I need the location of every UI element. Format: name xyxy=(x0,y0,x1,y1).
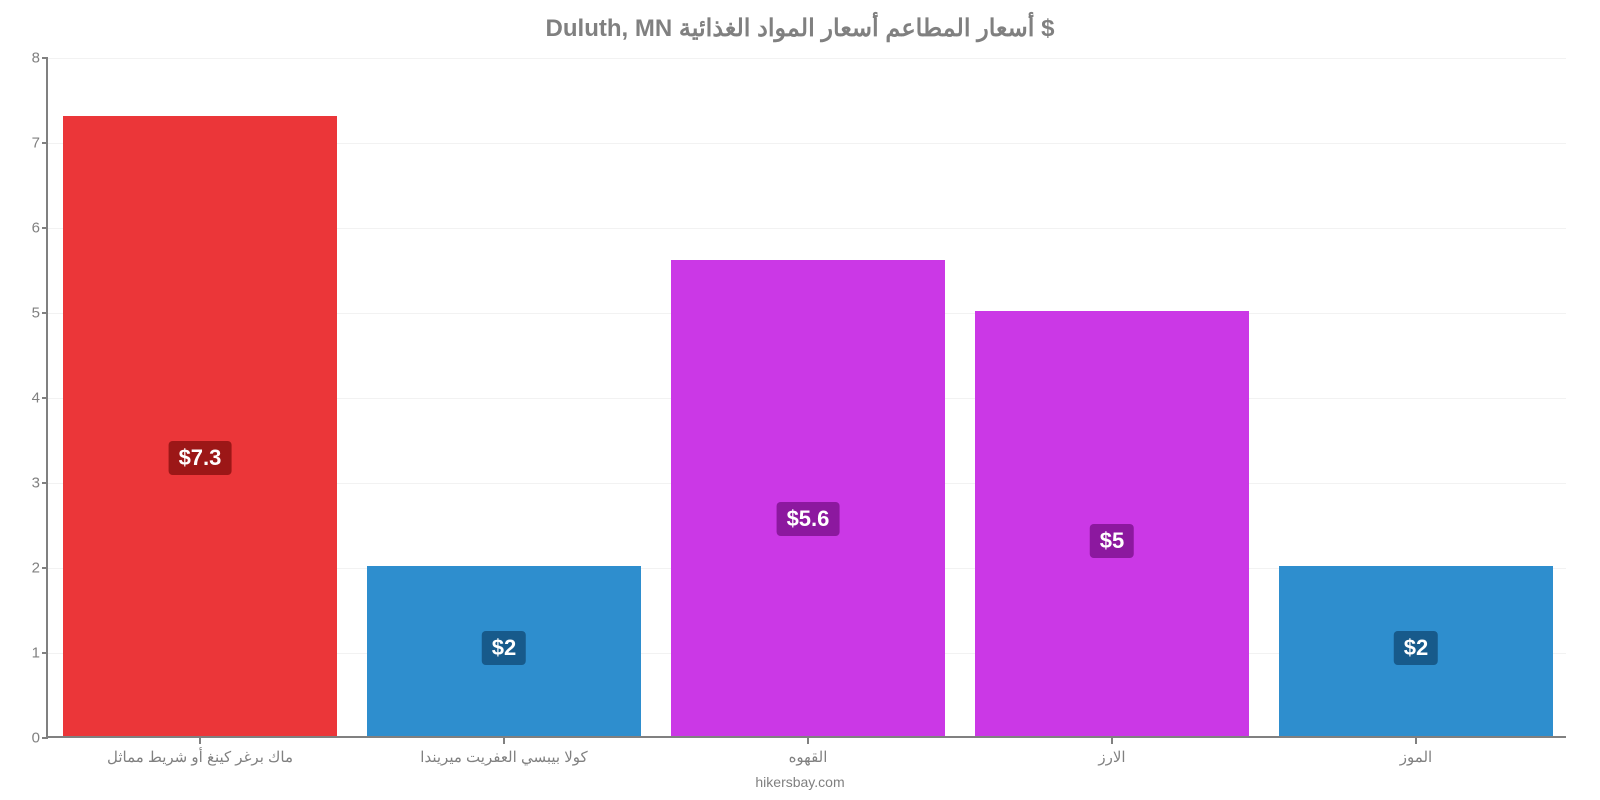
xtick-label: كولا بيبسي العفريت ميريندا xyxy=(420,748,587,766)
ytick-mark xyxy=(42,227,48,229)
xtick-mark xyxy=(1111,738,1113,744)
xtick-mark xyxy=(807,738,809,744)
ytick-label: 8 xyxy=(14,50,40,67)
bar: $7.3 xyxy=(63,116,337,737)
ytick-mark xyxy=(42,567,48,569)
bar-value-label: $5.6 xyxy=(777,502,840,536)
chart-title: $ أسعار المطاعم أسعار المواد الغذائية Du… xyxy=(0,14,1600,43)
plot-area: 012345678$7.3ماك برغر كينغ أو شريط مماثل… xyxy=(46,58,1566,738)
ytick-mark xyxy=(42,737,48,739)
xtick-label: ماك برغر كينغ أو شريط مماثل xyxy=(107,748,293,766)
bar: $2 xyxy=(1279,566,1553,736)
ytick-label: 1 xyxy=(14,645,40,662)
xtick-mark xyxy=(503,738,505,744)
xtick-mark xyxy=(199,738,201,744)
ytick-mark xyxy=(42,312,48,314)
ytick-label: 6 xyxy=(14,220,40,237)
ytick-label: 4 xyxy=(14,390,40,407)
bar: $5.6 xyxy=(671,260,945,736)
xtick-mark xyxy=(1415,738,1417,744)
bar-value-label: $5 xyxy=(1090,524,1134,558)
ytick-mark xyxy=(42,142,48,144)
bar-value-label: $7.3 xyxy=(169,441,232,475)
xtick-label: القهوه xyxy=(789,748,828,766)
ytick-mark xyxy=(42,397,48,399)
ytick-label: 5 xyxy=(14,305,40,322)
xtick-label: الارز xyxy=(1098,748,1125,766)
chart-footer: hikersbay.com xyxy=(0,774,1600,790)
ytick-label: 2 xyxy=(14,560,40,577)
ytick-label: 7 xyxy=(14,135,40,152)
bar-value-label: $2 xyxy=(1394,631,1438,665)
xtick-label: الموز xyxy=(1400,748,1432,766)
ytick-label: 0 xyxy=(14,730,40,747)
ytick-mark xyxy=(42,57,48,59)
bar-value-label: $2 xyxy=(482,631,526,665)
ytick-mark xyxy=(42,482,48,484)
ytick-label: 3 xyxy=(14,475,40,492)
ytick-mark xyxy=(42,652,48,654)
price-bar-chart: $ أسعار المطاعم أسعار المواد الغذائية Du… xyxy=(0,0,1600,800)
bar: $2 xyxy=(367,566,641,736)
gridline xyxy=(48,58,1566,59)
bar: $5 xyxy=(975,311,1249,736)
